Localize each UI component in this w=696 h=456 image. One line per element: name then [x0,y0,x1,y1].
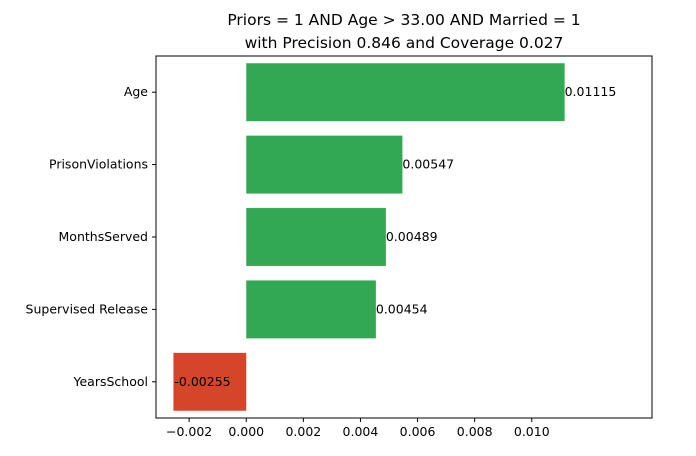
y-axis: Age PrisonViolations MonthsServed Supervise… [26,84,156,389]
y-tick-label: Supervised Release [26,301,149,316]
data-label-supervised-release: 0.00454 [376,301,428,316]
data-label-monthsserved: 0.00489 [386,229,438,244]
y-tick-label: PrisonViolations [49,157,148,172]
chart-title-line-2: with Precision 0.846 and Coverage 0.027 [245,34,564,52]
x-tick-label: 0.006 [400,424,436,439]
data-label-prisonviolations: 0.00547 [402,157,454,172]
x-tick-label: 0.000 [228,424,264,439]
chart-title: Priors = 1 AND Age > 33.00 AND Married =… [227,11,580,52]
x-tick-label: 0.002 [285,424,321,439]
x-tick-label: 0.008 [457,424,493,439]
y-tick-label: Age [124,84,148,99]
data-label-age: 0.01115 [565,84,617,99]
data-labels-group: 0.01115 0.00547 0.00489 0.00454 -0.00255 [174,84,616,389]
bar-monthsserved [246,208,386,266]
x-tick-label: −0.002 [166,424,212,439]
chart-title-line-1: Priors = 1 AND Age > 33.00 AND Married =… [227,11,580,29]
x-axis: −0.002 0.000 0.002 0.004 0.006 0.008 0.010 [166,418,550,439]
x-tick-label: 0.004 [343,424,379,439]
bar-age [246,63,565,122]
bars-group [173,63,565,411]
bar-supervised-release [246,280,376,339]
bar-yearsschool [173,352,247,411]
x-tick-label: 0.010 [514,424,550,439]
y-tick-label: YearsSchool [73,374,148,389]
data-label-yearsschool: -0.00255 [174,374,230,389]
y-tick-label: MonthsServed [59,229,148,244]
bar-prisonviolations [246,135,403,194]
